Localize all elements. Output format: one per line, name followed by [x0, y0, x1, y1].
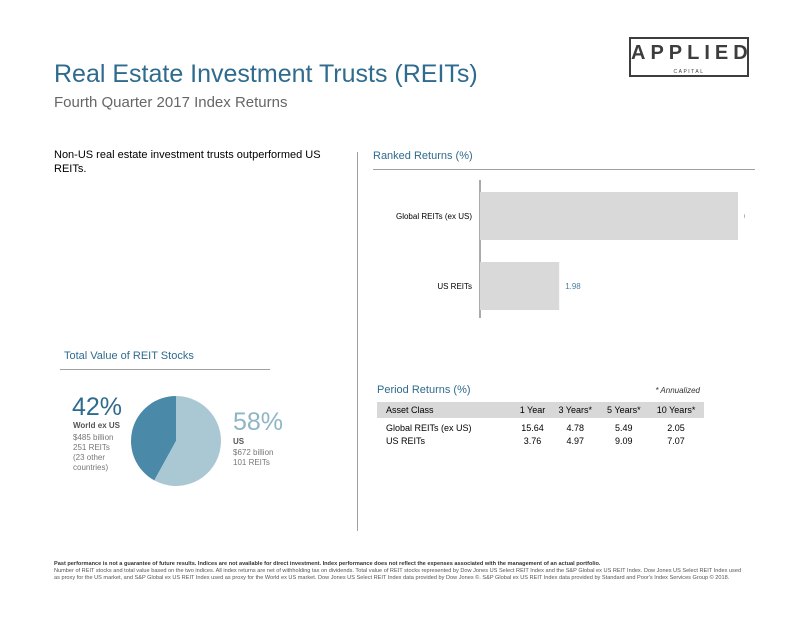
disclaimer-text: Number of REIT stocks and total value ba… [54, 568, 742, 582]
table-cell: 15.64 [521, 422, 544, 433]
period-returns-table: Asset Class 1 Year 3 Years* 5 Years* 10 … [377, 402, 704, 447]
period-returns-title: Period Returns (%) [377, 384, 471, 396]
world-details: $485 billion 251 REITs (23 other countri… [73, 433, 113, 473]
column-header: Asset Class [377, 402, 514, 418]
column-header: 5 Years* [599, 402, 649, 418]
pie-slice [154, 396, 221, 486]
world-detail-countries: (23 other [73, 453, 106, 462]
summary-text: Non-US real estate investment trusts out… [54, 149, 321, 175]
ranked-returns-rule [373, 169, 755, 170]
table-cell: 2.05 [667, 422, 685, 433]
table-row: Global REITs (ex US) 15.64 4.78 5.49 2.0… [377, 418, 704, 434]
bar-data-label: 6.45 [744, 212, 745, 221]
us-detail-value: $672 billion [233, 448, 274, 457]
world-label: World ex US [73, 421, 120, 430]
logo-subtext: CAPITAL [673, 69, 705, 75]
world-detail-count: 251 REITs [73, 443, 110, 452]
us-detail-count: 101 REITs [233, 458, 270, 467]
column-header: 1 Year [513, 402, 551, 418]
table-cell: 4.97 [566, 435, 584, 446]
us-label: US [233, 437, 245, 446]
bar [480, 192, 738, 240]
table-row: US REITs 3.76 4.97 9.09 7.07 [377, 434, 704, 447]
bar-category-label: US REITs [437, 282, 472, 291]
table-cell: 5.49 [615, 422, 633, 433]
reit-value-pie [131, 396, 221, 486]
pie-title-rule [60, 369, 270, 370]
table-cell: Global REITs (ex US) [386, 422, 472, 433]
ranked-returns-title: Ranked Returns (%) [373, 150, 473, 162]
pie-slice [131, 396, 176, 481]
world-percent: 42% [72, 393, 123, 421]
disclaimer: Past performance is not a guarantee of f… [54, 561, 746, 583]
table-cell: 4.78 [566, 422, 584, 433]
table-cell: 9.09 [615, 435, 633, 446]
page-title: Real Estate Investment Trusts (REITs) [54, 60, 478, 88]
table-cell: 7.07 [667, 435, 685, 446]
company-logo: APPLIED CAPITAL [629, 37, 749, 77]
ranked-returns-chart: Global REITs (ex US) 6.45 US REITs 1.98 [396, 180, 745, 318]
bar [480, 262, 560, 310]
annualized-note: * Annualized [655, 386, 700, 395]
bar-category-label: Global REITs (ex US) [396, 212, 472, 221]
table-header-row: Asset Class 1 Year 3 Years* 5 Years* 10 … [377, 402, 704, 418]
disclaimer-bold: Past performance is not a guarantee of f… [54, 561, 601, 567]
world-detail-countries-cont: countries) [73, 463, 109, 472]
bar-data-label: 1.98 [565, 282, 581, 291]
table-cell: 3.76 [523, 435, 542, 446]
column-header: 10 Years* [648, 402, 704, 418]
pie-title: Total Value of REIT Stocks [64, 350, 194, 362]
us-percent: 58% [233, 408, 284, 436]
logo-text: APPLIED [631, 42, 753, 64]
column-header: 3 Years* [550, 402, 600, 418]
vertical-divider [357, 152, 358, 531]
us-details: $672 billion 101 REITs [233, 448, 273, 468]
page-subtitle: Fourth Quarter 2017 Index Returns [54, 94, 288, 111]
table-cell: US REITs [386, 435, 426, 446]
world-detail-value: $485 billion [73, 433, 114, 442]
